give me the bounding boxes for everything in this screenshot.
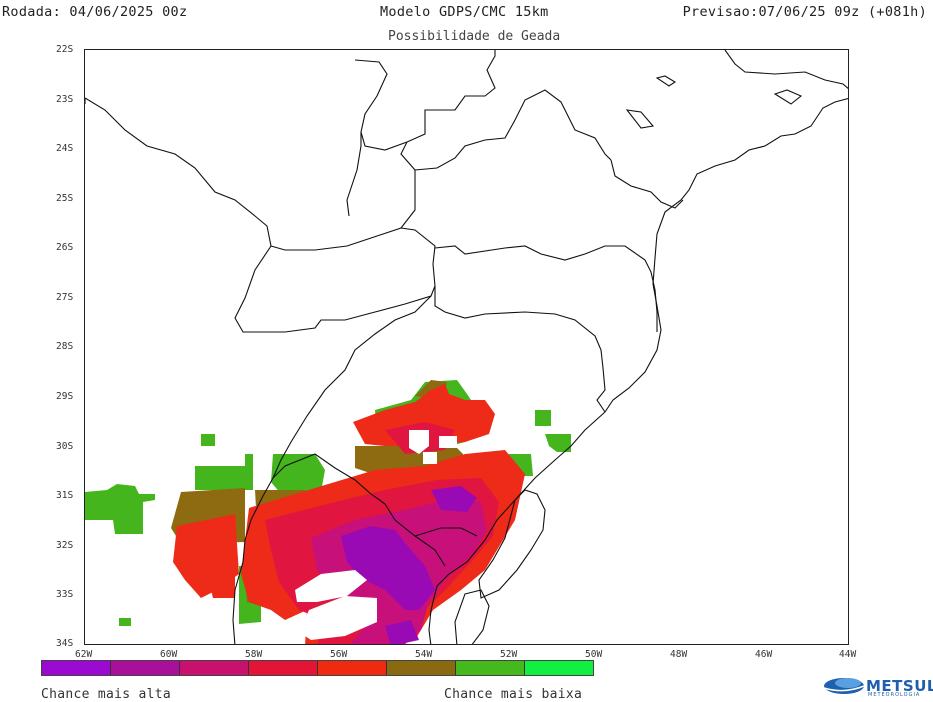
map-canvas: [85, 50, 848, 644]
colorbar-swatch: [456, 661, 525, 675]
model-label: Modelo GDPS/CMC 15km: [380, 4, 549, 20]
lon-label: 52W: [500, 649, 518, 660]
colorbar-high-label: Chance mais alta: [41, 687, 172, 702]
colorbar-swatch: [387, 661, 456, 675]
colorbar-swatch: [525, 661, 593, 675]
colorbar-swatch: [249, 661, 318, 675]
lon-label: 54W: [415, 649, 433, 660]
lon-label: 60W: [160, 649, 178, 660]
lat-label: 29S: [56, 391, 74, 402]
colorbar-swatch: [180, 661, 249, 675]
lat-label: 26S: [56, 242, 74, 253]
colorbar-swatch: [111, 661, 180, 675]
lon-label: 56W: [330, 649, 348, 660]
lat-label: 27S: [56, 292, 74, 303]
lat-label: 32S: [56, 540, 74, 551]
map-title: Possibilidade de Geada: [388, 29, 561, 44]
lon-label: 50W: [585, 649, 603, 660]
lat-label: 33S: [56, 589, 74, 600]
colorbar-swatch: [318, 661, 387, 675]
colorbar-swatch: [42, 661, 111, 675]
frost-map: [84, 49, 849, 645]
map-borders: [85, 50, 848, 644]
lon-label: 48W: [670, 649, 688, 660]
lat-label: 24S: [56, 143, 74, 154]
run-time-label: Rodada: 04/06/2025 00z: [2, 4, 188, 20]
lon-label: 62W: [75, 649, 93, 660]
frost-field: [85, 380, 571, 644]
lat-label: 23S: [56, 94, 74, 105]
logo-name: METSUL: [866, 677, 933, 695]
lat-label: 31S: [56, 490, 74, 501]
lon-label: 58W: [245, 649, 263, 660]
lon-label: 44W: [839, 649, 857, 660]
forecast-time-label: Previsao:07/06/25 09z (+081h): [682, 4, 927, 20]
lat-label: 25S: [56, 193, 74, 204]
metsul-logo: [823, 678, 865, 694]
lat-label: 22S: [56, 44, 74, 55]
frost-area-very-high: [341, 486, 477, 644]
lat-label: 34S: [56, 638, 74, 649]
frost-colorbar: [41, 660, 594, 676]
logo-subtitle: METEOROLOGIA: [868, 692, 921, 698]
frost-gap: [295, 430, 457, 640]
lat-label: 30S: [56, 441, 74, 452]
lon-label: 46W: [755, 649, 773, 660]
colorbar-low-label: Chance mais baixa: [444, 687, 583, 702]
lat-label: 28S: [56, 341, 74, 352]
